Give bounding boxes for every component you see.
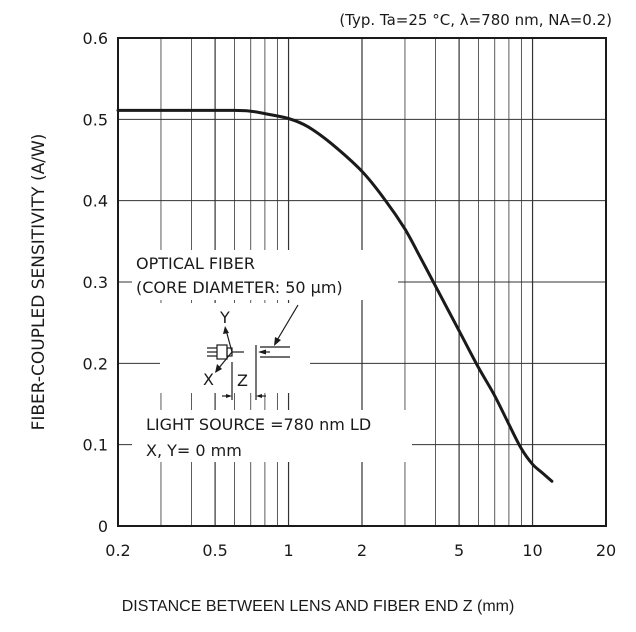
annotation-panel-fiber: [132, 250, 398, 300]
x-tick-label: 0.2: [105, 541, 130, 560]
y-tick-label: 0.2: [83, 354, 108, 373]
axis-z-label: Z: [237, 371, 248, 390]
x-tick-label: 2: [357, 541, 367, 560]
condition-note: (Typ. Ta=25 °C, λ=780 nm, NA=0.2): [339, 11, 612, 29]
sensitivity-curve: [116, 108, 554, 483]
series-layer: [116, 108, 554, 483]
optical-fiber-label: OPTICAL FIBER: [136, 254, 255, 273]
x-tick-label: 0.5: [202, 541, 227, 560]
x-tick-label: 20: [596, 541, 616, 560]
y-tick-label: 0: [98, 517, 108, 536]
annotation-panel-diagram: [160, 303, 310, 393]
axis-x-label: X: [203, 370, 214, 389]
xy-zero-label: X, Y= 0 mm: [146, 441, 242, 460]
x-tick-labels: 0.2 0.5 1 2 5 10 20: [105, 541, 616, 560]
y-tick-label: 0.5: [83, 110, 108, 129]
distance-z-dimension: [222, 345, 266, 400]
y-axis-title: FIBER-COUPLED SENSITIVITY (A/W): [29, 134, 49, 431]
y-tick-label: 0.3: [83, 273, 108, 292]
x-tick-label: 1: [283, 541, 293, 560]
x-tick-label: 10: [522, 541, 542, 560]
optical-fiber-icon: [258, 346, 290, 358]
x-tick-label: 5: [454, 541, 464, 560]
coordinate-axes-icon: [215, 326, 244, 373]
fiber-pointer-arrow: [274, 304, 299, 346]
annotation-panel-source: [132, 410, 412, 462]
core-diameter-label: (CORE DIAMETER: 50 μm): [136, 278, 343, 297]
grid-lines: [117, 37, 607, 527]
y-tick-label: 0.6: [83, 29, 108, 48]
y-tick-label: 0.1: [83, 436, 108, 455]
y-tick-labels: 0 0.1 0.2 0.3 0.4 0.5 0.6: [83, 29, 108, 536]
plot-frame: [117, 37, 607, 527]
optical-setup-diagram: [207, 304, 299, 400]
axis-y-label: Y: [219, 308, 230, 327]
light-source-label: LIGHT SOURCE =780 nm LD: [146, 415, 371, 434]
x-axis-title: DISTANCE BETWEEN LENS AND FIBER END Z (m…: [122, 598, 515, 615]
y-tick-label: 0.4: [83, 192, 108, 211]
